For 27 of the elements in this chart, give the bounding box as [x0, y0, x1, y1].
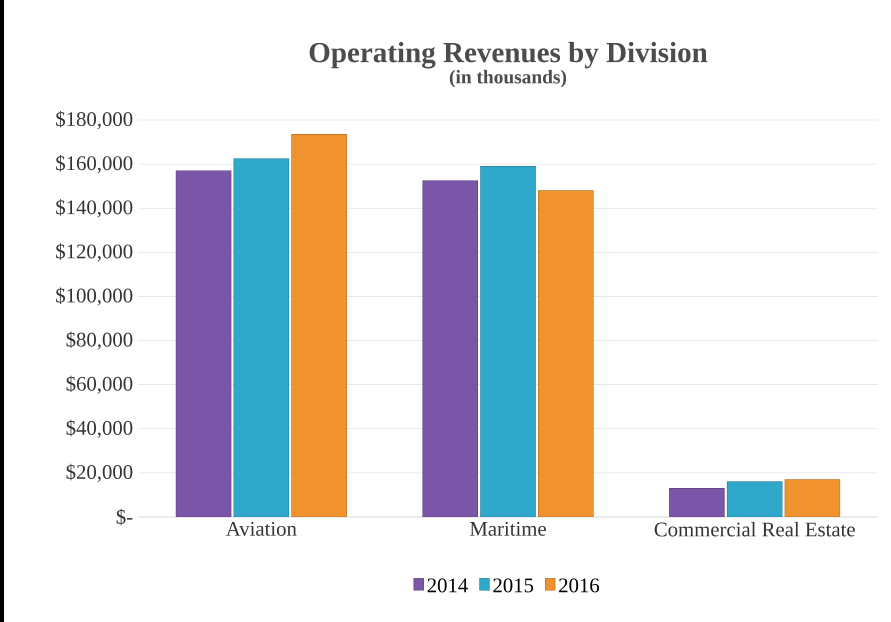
y-tick-label: $-	[116, 508, 132, 526]
bar	[422, 180, 478, 517]
y-tick-label: $100,000	[56, 287, 132, 306]
bar	[726, 481, 782, 517]
x-tick-label: Aviation	[226, 522, 297, 536]
x-tick-label: Commercial Real Estate	[654, 522, 855, 536]
y-tick-label: $60,000	[66, 376, 132, 394]
y-tick-label: $40,000	[66, 420, 132, 438]
bar	[669, 488, 725, 517]
bar	[234, 158, 290, 517]
x-tick-label: Maritime	[470, 522, 546, 536]
chart-subtitle: (in thousands)	[450, 70, 566, 88]
bar	[784, 479, 840, 517]
y-tick-label: $140,000	[56, 199, 132, 218]
bar	[538, 190, 594, 517]
bar	[291, 134, 347, 517]
legend-label: 2016	[559, 578, 600, 592]
y-tick-label: $20,000	[66, 464, 132, 482]
legend-label: 2015	[493, 578, 534, 592]
legend-label: 2014	[428, 578, 468, 592]
bar	[176, 170, 232, 517]
y-tick-label: $180,000	[56, 110, 132, 130]
y-tick-label: $80,000	[66, 331, 132, 350]
y-tick-label: $120,000	[56, 243, 132, 262]
chart-title: Operating Revenues by Division	[310, 42, 708, 68]
y-tick-label: $160,000	[56, 155, 132, 174]
bar	[480, 166, 536, 517]
